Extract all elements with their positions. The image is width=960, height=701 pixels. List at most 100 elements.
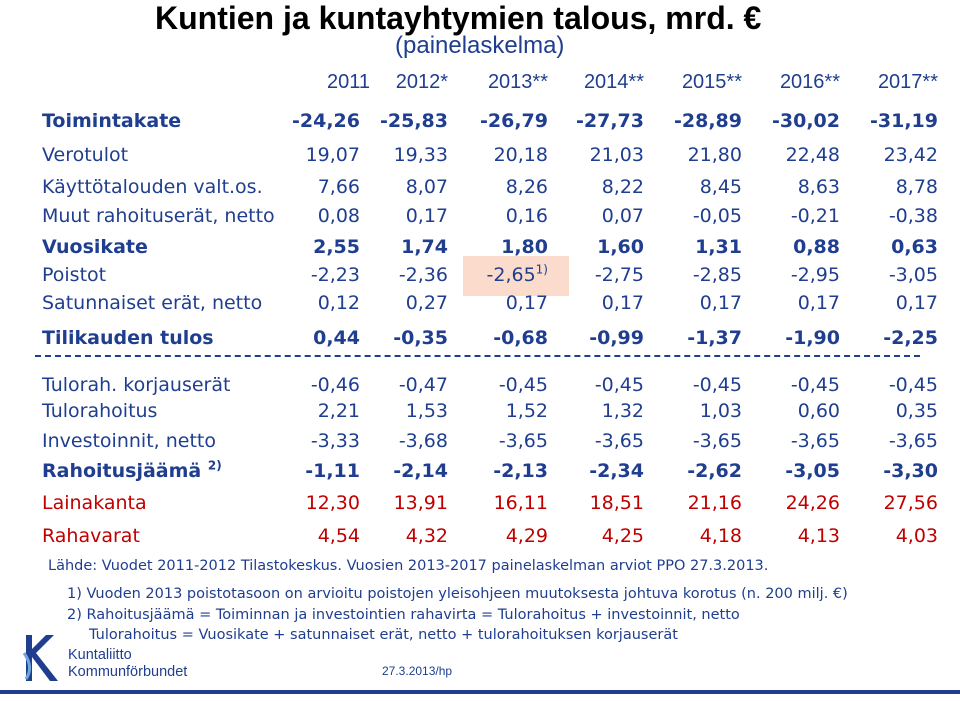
row-label: Tulorah. korjauserät <box>42 374 231 396</box>
cell: -1,11 <box>305 460 360 482</box>
cell: -3,65 <box>790 430 840 452</box>
cell: 4,03 <box>895 525 938 547</box>
row-label: Muut rahoituserät, netto <box>42 205 275 227</box>
cell: 21,03 <box>589 144 644 166</box>
cell: 4,18 <box>699 525 742 547</box>
cell: 22,48 <box>785 144 840 166</box>
row-label: Tulorahoitus <box>42 400 158 422</box>
cell: 4,32 <box>405 525 448 547</box>
cell: 24,26 <box>785 492 840 514</box>
cell: 1,60 <box>597 236 644 258</box>
cell: 0,63 <box>891 236 938 258</box>
cell: 19,07 <box>305 144 360 166</box>
cell: 19,33 <box>393 144 448 166</box>
cell: -0,46 <box>310 374 360 396</box>
cell: 1,32 <box>601 400 644 422</box>
cell: -2,13 <box>493 460 548 482</box>
cell: 0,17 <box>797 292 840 314</box>
cell: 0,07 <box>601 205 644 227</box>
footnote-marker: 2) <box>207 458 222 473</box>
cell: 8,78 <box>895 176 938 198</box>
table-row: Toimintakate -24,26 -25,83 -26,79 -27,73… <box>0 108 960 134</box>
year-header: 2013** <box>487 71 548 93</box>
cell: 0,17 <box>895 292 938 314</box>
cell: -3,33 <box>310 430 360 452</box>
row-label: Tilikauden tulos <box>42 327 214 349</box>
row-label: Satunnaiset erät, netto <box>42 292 263 314</box>
cell: 8,63 <box>797 176 840 198</box>
table-row: Verotulot 19,07 19,33 20,18 21,03 21,80 … <box>0 142 960 168</box>
cell: -0,21 <box>790 205 840 227</box>
table-row: Poistot -2,23 -2,36 -2,651) -2,75 -2,85 … <box>0 262 960 288</box>
cell: -0,45 <box>888 374 938 396</box>
year-header: 2017** <box>877 71 938 93</box>
table-row: Lainakanta 12,30 13,91 16,11 18,51 21,16… <box>0 490 960 516</box>
footnote-2: 2) Rahoitusjäämä = Toiminnan ja investoi… <box>67 607 740 623</box>
table-row: Käyttötalouden valt.os. 7,66 8,07 8,26 8… <box>0 174 960 200</box>
cell: -0,45 <box>498 374 548 396</box>
cell: -3,65 <box>594 430 644 452</box>
table-row: Rahoitusjäämä 2) -1,11 -2,14 -2,13 -2,34… <box>0 458 960 484</box>
cell: -28,89 <box>674 110 742 132</box>
cell: -26,79 <box>480 110 548 132</box>
cell: -2,23 <box>310 264 360 286</box>
slide-title: Kuntien ja kuntayhtymien talous, mrd. € <box>155 0 762 36</box>
cell: 4,29 <box>505 525 548 547</box>
source-note: Lähde: Vuodet 2011-2012 Tilastokeskus. V… <box>48 558 769 574</box>
table-row: Vuosikate 2,55 1,74 1,80 1,60 1,31 0,88 … <box>0 234 960 260</box>
table-row: Satunnaiset erät, netto 0,12 0,27 0,17 0… <box>0 290 960 316</box>
year-header: 2014** <box>583 71 644 93</box>
row-label: Käyttötalouden valt.os. <box>42 176 263 198</box>
year-header: 2016** <box>779 71 840 93</box>
footnote-marker: 1) <box>535 262 548 277</box>
cell: 0,17 <box>699 292 742 314</box>
cell: 23,42 <box>883 144 938 166</box>
row-label-text: Rahoitusjäämä <box>42 460 202 482</box>
cell: -3,05 <box>888 264 938 286</box>
cell: 8,07 <box>405 176 448 198</box>
table-row: Tilikauden tulos 0,44 -0,35 -0,68 -0,99 … <box>0 325 960 351</box>
cell: -2,36 <box>398 264 448 286</box>
cell: 1,31 <box>695 236 742 258</box>
row-label: Poistot <box>42 264 107 286</box>
cell: 4,13 <box>797 525 840 547</box>
cell: 0,44 <box>313 327 360 349</box>
footnote-2-continued: Tulorahoitus = Vuosikate + satunnaiset e… <box>89 627 678 643</box>
cell: -2,62 <box>687 460 742 482</box>
cell: 2,55 <box>313 236 360 258</box>
cell: -31,19 <box>870 110 938 132</box>
footer-date: 27.3.2013/hp <box>382 664 453 678</box>
kuntaliitto-logo: Kuntaliitto Kommunförbundet <box>20 633 220 683</box>
cell: -2,95 <box>790 264 840 286</box>
cell: -0,38 <box>888 205 938 227</box>
bottom-rule <box>0 690 960 694</box>
row-label: Toimintakate <box>42 110 182 132</box>
cell: 1,74 <box>401 236 448 258</box>
cell: 0,17 <box>601 292 644 314</box>
year-header: 2012* <box>395 71 448 93</box>
cell: -3,65 <box>498 430 548 452</box>
cell: -3,65 <box>888 430 938 452</box>
cell: -0,45 <box>594 374 644 396</box>
year-header: 2015** <box>681 71 742 93</box>
dashed-divider <box>35 355 920 357</box>
cell: 0,60 <box>797 400 840 422</box>
slide-subtitle: (painelaskelma) <box>395 32 565 59</box>
cell: -0,47 <box>398 374 448 396</box>
row-label: Rahavarat <box>42 525 140 547</box>
row-label: Investoinnit, netto <box>42 430 216 452</box>
cell: -3,68 <box>398 430 448 452</box>
cell: 21,16 <box>687 492 742 514</box>
cell: -0,35 <box>393 327 448 349</box>
cell: -3,30 <box>883 460 938 482</box>
row-label: Rahoitusjäämä 2) <box>42 458 222 484</box>
cell: 12,30 <box>305 492 360 514</box>
cell: -2,25 <box>883 327 938 349</box>
cell: 8,45 <box>699 176 742 198</box>
kuntaliitto-logo-icon <box>22 635 58 681</box>
cell: -2,14 <box>393 460 448 482</box>
cell: 21,80 <box>687 144 742 166</box>
cell: 2,21 <box>317 400 360 422</box>
cell: 0,16 <box>505 205 548 227</box>
cell: 0,17 <box>405 205 448 227</box>
